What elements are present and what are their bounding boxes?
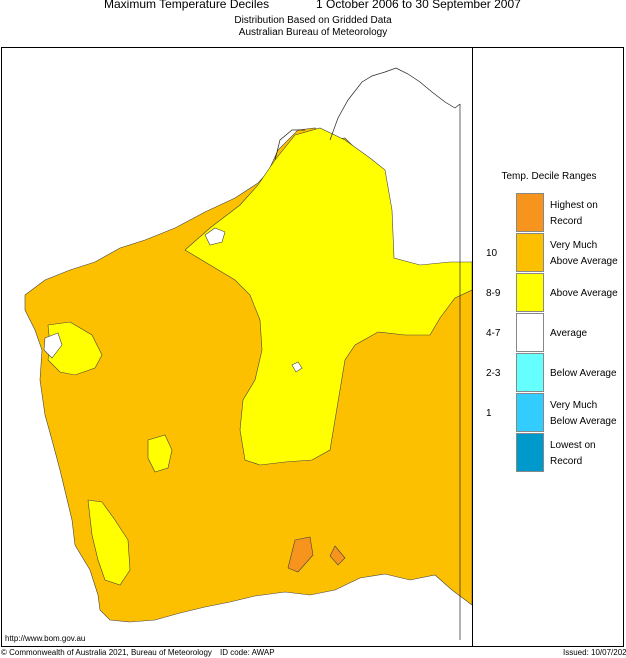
legend-label-very-much-above: Very Much Above Average xyxy=(550,240,618,267)
legend-label-average: Average xyxy=(550,328,588,339)
region-average-shark-bay xyxy=(43,332,63,359)
bom-url[interactable]: http://www.bom.gov.au xyxy=(5,634,86,643)
region-highest-on-record-1 xyxy=(287,536,314,573)
coastline-gulf xyxy=(274,129,305,161)
legend-swatch-average xyxy=(516,313,544,352)
legend-swatch-very-much-above xyxy=(516,233,544,272)
legend-swatch-below xyxy=(516,353,544,392)
legend-label-below: Below Average xyxy=(550,368,617,379)
map-subtitle: Distribution Based on Gridded Data xyxy=(234,15,392,26)
issued-date: Issued: 10/07/2021 xyxy=(563,648,626,657)
legend-decile-2-3: 2-3 xyxy=(486,368,501,379)
map-source: Australian Bureau of Meteorology xyxy=(238,27,388,38)
legend-label-above: Above Average xyxy=(550,288,618,299)
legend-decile-4-7: 4-7 xyxy=(486,328,501,339)
legend-decile-8-9: 8-9 xyxy=(486,288,501,299)
legend-label-lowest: Lowest on Record xyxy=(550,440,596,467)
map-period: 1 October 2006 to 30 September 2007 xyxy=(316,0,521,11)
region-highest-on-record-2 xyxy=(329,545,346,566)
legend-swatch-lowest xyxy=(516,433,544,472)
legend-divider xyxy=(472,47,473,647)
copyright: © Commonwealth of Australia 2021, Bureau… xyxy=(1,648,212,657)
legend-label-very-much-below: Very Much Below Average xyxy=(550,400,617,427)
legend-swatch-highest xyxy=(516,193,544,232)
map-frame xyxy=(1,47,624,647)
id-code: ID code: AWAP xyxy=(220,648,275,657)
legend-label-highest: Highest on Record xyxy=(550,200,598,227)
region-above-average-southwest xyxy=(87,499,131,586)
region-above-average xyxy=(184,127,472,466)
region-average-kimberley xyxy=(204,227,226,246)
legend-title: Temp. Decile Ranges xyxy=(501,171,597,182)
region-average-lake xyxy=(291,361,303,373)
legend-swatch-above xyxy=(516,273,544,312)
legend-decile-1: 1 xyxy=(486,408,492,419)
western-australia-map xyxy=(24,67,472,640)
region-above-average-interior xyxy=(147,434,173,473)
coastline-nt xyxy=(329,67,461,141)
map-title: Maximum Temperature Deciles xyxy=(104,0,270,11)
legend-decile-10: 10 xyxy=(486,248,498,259)
legend-swatch-very-much-below xyxy=(516,393,544,432)
